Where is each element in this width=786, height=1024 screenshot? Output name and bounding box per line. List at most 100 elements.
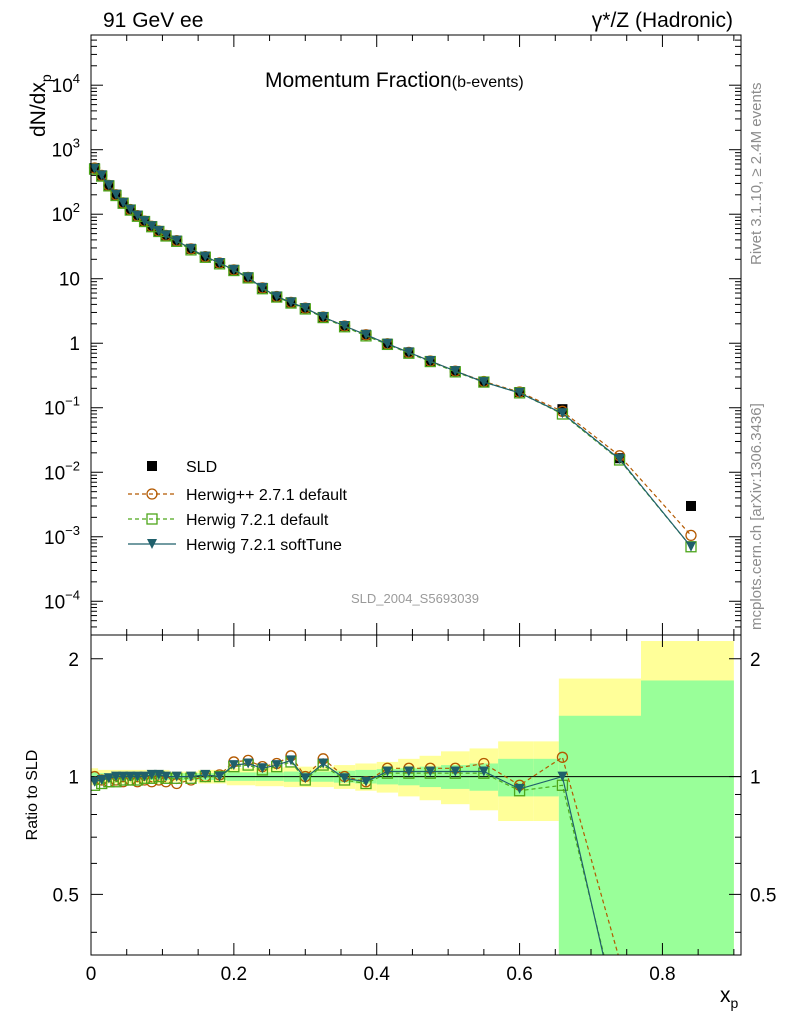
series-3-ratio-point	[286, 755, 296, 766]
ratio-y-axis-label: Ratio to SLD	[24, 750, 41, 841]
legend-label: Herwig 7.2.1 softTune	[186, 537, 342, 554]
series-2-ratio-line	[94, 761, 605, 955]
series-3-ratio-point	[103, 773, 114, 784]
series-3-point	[139, 216, 150, 227]
ratio-inner-band	[533, 758, 559, 797]
series-3-point	[686, 541, 696, 552]
main-y-axis-label: dN/dxp	[27, 74, 54, 137]
series-3-ratio-point	[96, 774, 107, 785]
series-3-point	[286, 297, 296, 308]
series-3-point	[271, 291, 282, 302]
main-y-tick-label: 10−4	[44, 587, 80, 613]
legend: SLD Herwig++ 2.7.1 default Herwig 7.2.1 de…	[128, 459, 348, 554]
series-3-point	[214, 258, 225, 269]
series-3-point	[425, 356, 436, 367]
series-3-point	[200, 251, 211, 262]
series-3-ratio-point	[403, 766, 414, 777]
ratio-y-tick-label: 0.5	[53, 885, 79, 906]
series-3-ratio-point	[139, 771, 150, 782]
series-3-ratio-point	[339, 773, 350, 784]
series-3-point	[382, 338, 393, 349]
series-3-ratio-point	[186, 771, 196, 782]
plot-title: Momentum Fraction(b-events)	[265, 69, 524, 92]
series-3-ratio-point	[271, 760, 282, 771]
series-3-point	[243, 272, 254, 283]
ratio-y-tick-label-right: 1	[750, 768, 761, 789]
main-y-tick-label: 10	[59, 270, 80, 291]
x-tick-label: 0.4	[364, 964, 391, 985]
series-3-ratio-point	[132, 771, 143, 782]
ratio-y-tick-label-right: 0.5	[750, 885, 776, 906]
series-3-point	[228, 264, 239, 275]
series-3-point	[89, 163, 100, 174]
ratio-inner-band	[558, 715, 641, 955]
legend-marker	[146, 513, 158, 525]
series-3-point	[118, 197, 129, 208]
series-3-point	[478, 377, 489, 388]
series-3-point	[300, 303, 311, 314]
series-3-point	[339, 320, 350, 331]
series-3-point	[614, 454, 625, 465]
series-3-ratio-point	[118, 771, 129, 782]
series-3-ratio-point	[557, 771, 568, 782]
mcplots-reference-label: mcplots.cern.ch [arXiv:1306.3436]	[748, 403, 765, 630]
legend-marker	[146, 488, 158, 500]
x-tick-label: 0.6	[506, 964, 532, 985]
series-3-point	[557, 408, 568, 419]
main-plot-panel: Momentum Fraction(b-events) dN/dxp SLD_2…	[27, 34, 742, 636]
series-3-point	[403, 347, 414, 358]
series-0-point	[686, 500, 696, 511]
main-y-tick-label: 102	[52, 200, 80, 226]
x-tick-label: 0.2	[221, 964, 247, 985]
series-3-point	[161, 230, 171, 241]
series-3-ratio-point	[478, 766, 489, 777]
series-3-point	[103, 180, 114, 191]
series-3-point	[146, 221, 157, 232]
legend-label: Herwig 7.2.1 default	[186, 512, 329, 529]
series-3-point	[96, 170, 107, 181]
series-2-line	[94, 168, 692, 548]
main-y-tick-label: 1	[69, 334, 80, 355]
main-y-tick-label: 10−1	[44, 394, 80, 420]
series-3-line	[94, 168, 692, 548]
series-3-ratio-point	[300, 773, 311, 784]
ratio-y-tick-label: 1	[68, 768, 79, 789]
series-3-ratio-point	[146, 769, 157, 780]
series-3-ratio-point	[382, 766, 393, 777]
series-1-ratio-point	[556, 751, 569, 763]
rivet-version-label: Rivet 3.1.10, ≥ 2.4M events	[748, 83, 765, 266]
series-1-line	[94, 167, 692, 536]
series-3-point	[186, 243, 196, 254]
legend-marker	[147, 461, 157, 471]
main-y-tick-label: 10−3	[44, 523, 80, 549]
series-3-ratio-point	[200, 769, 211, 780]
series-3-ratio-point	[243, 758, 254, 769]
series-3-ratio-point	[450, 766, 461, 777]
series-3-ratio-point	[257, 763, 268, 774]
ratio-inner-band	[498, 758, 534, 797]
ratio-y-tick-label-right: 2	[750, 650, 761, 671]
main-y-tick-label: 10−2	[44, 458, 80, 484]
x-axis-label: xp	[720, 984, 739, 1011]
series-3-point	[171, 235, 182, 246]
series-3-ratio-point	[425, 766, 436, 777]
analysis-watermark: SLD_2004_S5693039	[351, 591, 479, 606]
main-y-tick-label: 103	[52, 136, 80, 162]
series-3-point	[514, 387, 525, 398]
ratio-plot-frame	[90, 634, 742, 956]
series-3-ratio-point	[91, 776, 100, 787]
series-3-point	[132, 210, 143, 221]
series-3-point	[257, 282, 268, 293]
series-3-ratio-point	[214, 771, 225, 782]
series-3-ratio-point	[125, 771, 136, 782]
series-3-ratio-point	[228, 760, 239, 771]
series-3-ratio-point	[161, 771, 171, 782]
series-3-point	[125, 204, 136, 215]
header-right-label: γ*/Z (Hadronic)	[592, 9, 733, 32]
series-3-point	[111, 189, 121, 200]
series-3-ratio-point	[111, 771, 121, 782]
legend-label: Herwig++ 2.7.1 default	[186, 487, 348, 504]
ratio-y-tick-label: 2	[68, 650, 79, 671]
header-left-label: 91 GeV ee	[103, 9, 203, 32]
